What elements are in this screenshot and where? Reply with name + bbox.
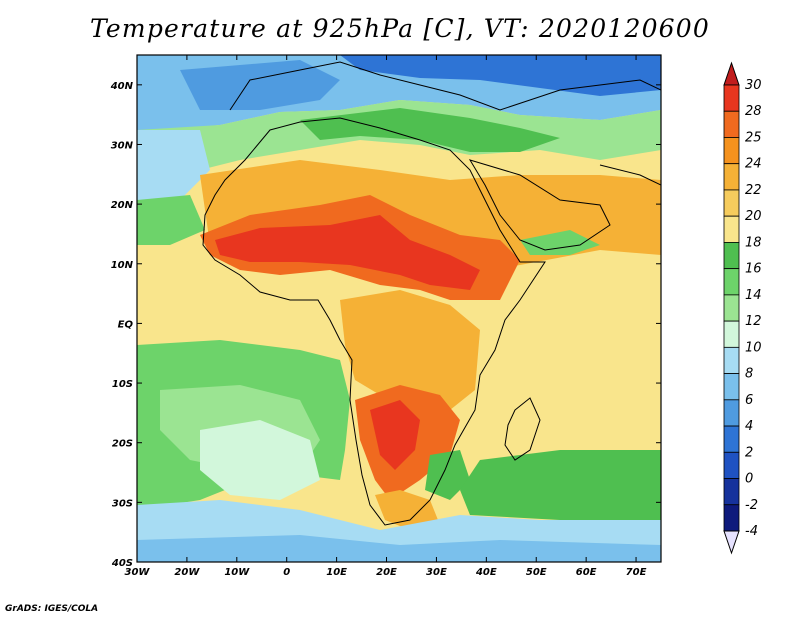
lon-tick-label: 70E <box>626 567 647 578</box>
arabia-coast <box>468 159 611 251</box>
colorbar-label: 24 <box>745 157 762 172</box>
colorbar-label: 18 <box>745 235 762 250</box>
colorbar-segment <box>723 399 740 427</box>
colorbar-label: 6 <box>745 393 753 408</box>
field-atlantic-blue <box>137 130 210 210</box>
colorbar-segment <box>723 215 740 243</box>
colorbar-label: 16 <box>745 262 762 277</box>
lat-tick-label: 40N <box>110 81 134 92</box>
colorbar-label: 8 <box>745 367 753 382</box>
field-south-tip <box>375 490 440 530</box>
colorbar-segment <box>723 425 740 453</box>
lon-tick-label: 0 <box>283 567 290 578</box>
colorbar-label: 14 <box>745 288 762 303</box>
field-central-orange <box>340 290 480 410</box>
lon-tick-label: 20W <box>174 567 200 578</box>
colorbar-under-triangle <box>723 530 740 555</box>
lon-tick-label: 30W <box>125 567 151 578</box>
colorbar-label: 2 <box>745 445 753 460</box>
lat-tick-label: 30S <box>112 498 133 509</box>
map-frame <box>136 54 662 563</box>
map-title: Temperature at 925hPa [C], VT: 202012060… <box>90 14 710 43</box>
colorbar-label: 22 <box>745 183 762 198</box>
europe-coast <box>229 61 661 111</box>
colorbar-segment <box>723 346 740 374</box>
field-somali-green <box>520 230 600 255</box>
lat-tick-label: 40S <box>111 558 133 569</box>
lon-tick-label: 30E <box>426 567 447 578</box>
lat-tick-label: 20S <box>112 439 133 450</box>
colorbar-label: 0 <box>745 472 753 487</box>
colorbar-label: 30 <box>745 78 762 93</box>
lat-tick-label: 30N <box>111 140 134 151</box>
field-atlantic-green <box>137 195 205 245</box>
lon-tick-label: 10W <box>224 567 250 578</box>
india-coast <box>599 164 661 186</box>
madagascar-coast <box>504 397 541 461</box>
colorbar-label: -2 <box>745 498 758 513</box>
colorbar-segment <box>723 373 740 401</box>
temperature-field <box>137 55 661 562</box>
africa-coast <box>202 117 546 526</box>
colorbar-segment <box>723 504 740 532</box>
field-med-darkgreen <box>300 108 560 152</box>
lon-axis: 30W 20W 10W 0 10E 20E 30E 40E 50E 60E 70E <box>125 55 647 578</box>
colorbar-label: 4 <box>745 419 753 434</box>
colorbar-segment <box>723 451 740 479</box>
colorbar-label: 12 <box>745 314 762 329</box>
lat-tick-label: EQ <box>118 319 134 330</box>
colorbar-segment <box>723 110 740 138</box>
field-indian-green <box>460 450 661 520</box>
colorbar-over-triangle <box>723 61 740 86</box>
lat-tick-label: 10S <box>112 379 133 390</box>
lon-tick-label: 20E <box>376 567 397 578</box>
grads-credit: GrADS: IGES/COLA <box>5 604 99 614</box>
colorbar-segment <box>723 478 740 506</box>
field-south-deepblue <box>137 535 661 562</box>
coastlines <box>202 61 661 526</box>
lat-axis: 40N 30N 20N 10N EQ 10S 20S 30S 40S <box>110 81 661 569</box>
colorbar-label: -4 <box>745 524 758 539</box>
colorbar-segment <box>723 84 740 112</box>
field-north-light <box>180 60 340 110</box>
colorbar-label: 28 <box>745 104 762 119</box>
field-north-deepblue <box>340 55 661 96</box>
field-sahel-core <box>215 215 480 290</box>
colorbar-label: 25 <box>745 130 762 145</box>
colorbar-segment <box>723 137 740 165</box>
colorbar-segment <box>723 163 740 191</box>
field-south-core <box>370 400 420 470</box>
colorbar-label: 20 <box>745 209 762 224</box>
colorbar-segment <box>723 268 740 296</box>
colorbar-segment <box>723 294 740 322</box>
lon-tick-label: 40E <box>475 567 497 578</box>
lat-tick-label: 20N <box>111 200 134 211</box>
lon-tick-label: 60E <box>576 567 597 578</box>
lat-tick-label: 10N <box>111 260 134 271</box>
colorbar-segment <box>723 189 740 217</box>
colorbar-label: 10 <box>745 340 762 355</box>
field-south-pale <box>200 420 320 500</box>
lon-tick-label: 50E <box>526 567 547 578</box>
colorbar-segment <box>723 242 740 270</box>
lon-tick-label: 10E <box>326 567 347 578</box>
colorbar-segment <box>723 320 740 348</box>
